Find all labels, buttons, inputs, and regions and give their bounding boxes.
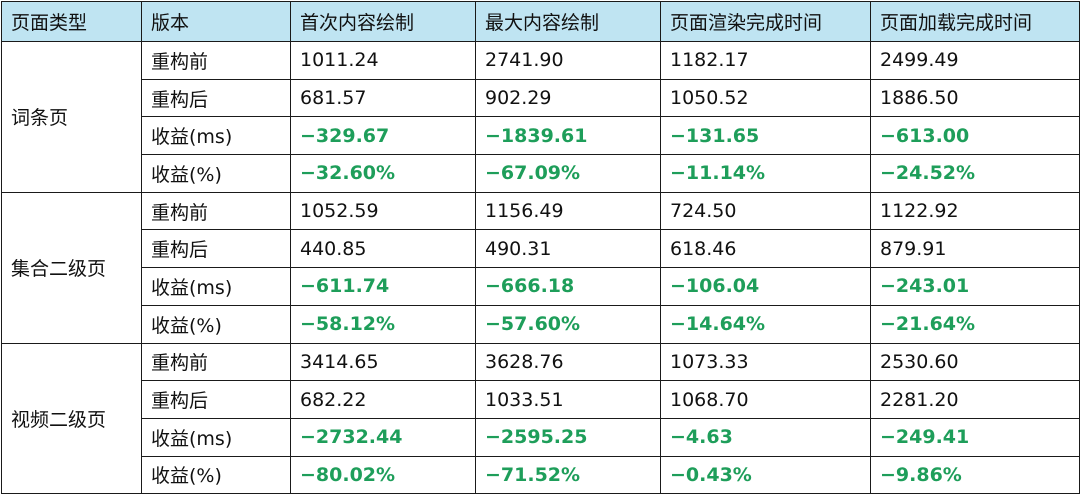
table-row: 收益(ms) −2732.44 −2595.25 −4.63 −249.41 bbox=[2, 417, 1080, 457]
table-row: 集合二级页 重构前 1052.59 1156.49 724.50 1122.92 bbox=[1, 191, 1080, 344]
row-label: 收益(ms) bbox=[141, 417, 291, 457]
header-load-complete: 页面加载完成时间 bbox=[870, 1, 1080, 42]
cell-load: −9.86% bbox=[870, 455, 1080, 495]
table-row: 收益(%) −80.02% −71.52% −0.43% −9.86% bbox=[2, 455, 1080, 495]
cell-render: −14.64% bbox=[660, 304, 871, 344]
cell-render: −11.14% bbox=[660, 154, 871, 193]
cell-fcp: −58.12% bbox=[290, 304, 476, 344]
table-row: 词条页 重构前 1011.24 2741.90 1182.17 2499.49 bbox=[1, 41, 1080, 193]
table-row: 重构后 440.85 490.31 618.46 879.91 bbox=[2, 229, 1080, 269]
table-row: 收益(%) −58.12% −57.60% −14.64% −21.64% bbox=[2, 304, 1080, 344]
cell-fcp: −80.02% bbox=[290, 455, 476, 495]
cell-load: −24.52% bbox=[870, 154, 1080, 193]
cell-render: −4.63 bbox=[660, 417, 871, 457]
cell-lcp: 3628.76 bbox=[475, 342, 661, 382]
header-row: 页面类型 版本 首次内容绘制 最大内容绘制 页面渲染完成时间 页面加载完成时间 bbox=[1, 1, 1080, 42]
table-row: 重构后 681.57 902.29 1050.52 1886.50 bbox=[2, 78, 1080, 118]
group-label: 视频二级页 bbox=[1, 342, 142, 495]
row-label: 收益(%) bbox=[141, 304, 291, 344]
cell-lcp: −2595.25 bbox=[475, 417, 661, 457]
row-label: 重构前 bbox=[141, 41, 291, 80]
cell-render: 1182.17 bbox=[660, 41, 871, 80]
cell-fcp: 1011.24 bbox=[290, 41, 476, 80]
cell-load: 1122.92 bbox=[870, 191, 1080, 231]
cell-lcp: −57.60% bbox=[475, 304, 661, 344]
row-label: 收益(%) bbox=[141, 154, 291, 193]
cell-render: 724.50 bbox=[660, 191, 871, 231]
cell-load: −243.01 bbox=[870, 267, 1080, 306]
cell-fcp: 3414.65 bbox=[290, 342, 476, 382]
cell-render: −0.43% bbox=[660, 455, 871, 495]
group-label: 词条页 bbox=[1, 41, 142, 193]
cell-lcp: −67.09% bbox=[475, 154, 661, 193]
cell-load: −249.41 bbox=[870, 417, 1080, 457]
table-row: 重构后 682.22 1033.51 1068.70 2281.20 bbox=[2, 380, 1080, 419]
table-row: 视频二级页 重构前 3414.65 3628.76 1073.33 2530.6… bbox=[1, 342, 1080, 495]
cell-load: 1886.50 bbox=[870, 78, 1080, 118]
header-lcp: 最大内容绘制 bbox=[475, 1, 661, 42]
cell-lcp: 1156.49 bbox=[475, 191, 661, 231]
row-label: 收益(ms) bbox=[141, 267, 291, 306]
row-label: 收益(ms) bbox=[141, 116, 291, 156]
cell-load: 879.91 bbox=[870, 229, 1080, 269]
cell-load: 2530.60 bbox=[870, 342, 1080, 382]
table-row: 收益(ms) −329.67 −1839.61 −131.65 −613.00 bbox=[2, 116, 1080, 156]
cell-load: −21.64% bbox=[870, 304, 1080, 344]
cell-lcp: 1033.51 bbox=[475, 380, 661, 419]
cell-render: 1068.70 bbox=[660, 380, 871, 419]
cell-fcp: −2732.44 bbox=[290, 417, 476, 457]
row-label: 重构前 bbox=[141, 191, 291, 231]
cell-render: 1050.52 bbox=[660, 78, 871, 118]
row-label: 收益(%) bbox=[141, 455, 291, 495]
cell-fcp: 682.22 bbox=[290, 380, 476, 419]
header-version: 版本 bbox=[141, 1, 291, 42]
row-label: 重构后 bbox=[141, 229, 291, 269]
cell-render: −131.65 bbox=[660, 116, 871, 156]
header-fcp: 首次内容绘制 bbox=[290, 1, 476, 42]
cell-render: 618.46 bbox=[660, 229, 871, 269]
cell-load: 2281.20 bbox=[870, 380, 1080, 419]
cell-load: 2499.49 bbox=[870, 41, 1080, 80]
header-page-type: 页面类型 bbox=[1, 1, 142, 42]
cell-lcp: −666.18 bbox=[475, 267, 661, 306]
cell-fcp: 1052.59 bbox=[290, 191, 476, 231]
table-row: 收益(ms) −611.74 −666.18 −106.04 −243.01 bbox=[2, 267, 1080, 306]
cell-fcp: 681.57 bbox=[290, 78, 476, 118]
row-label: 重构后 bbox=[141, 78, 291, 118]
cell-lcp: 490.31 bbox=[475, 229, 661, 269]
cell-load: −613.00 bbox=[870, 116, 1080, 156]
cell-fcp: 440.85 bbox=[290, 229, 476, 269]
cell-lcp: −1839.61 bbox=[475, 116, 661, 156]
cell-fcp: −329.67 bbox=[290, 116, 476, 156]
cell-lcp: 902.29 bbox=[475, 78, 661, 118]
cell-fcp: −32.60% bbox=[290, 154, 476, 193]
cell-render: 1073.33 bbox=[660, 342, 871, 382]
table-row: 收益(%) −32.60% −67.09% −11.14% −24.52% bbox=[2, 154, 1080, 193]
group-label: 集合二级页 bbox=[1, 191, 142, 344]
cell-lcp: 2741.90 bbox=[475, 41, 661, 80]
row-label: 重构后 bbox=[141, 380, 291, 419]
header-render-complete: 页面渲染完成时间 bbox=[660, 1, 871, 42]
cell-lcp: −71.52% bbox=[475, 455, 661, 495]
cell-fcp: −611.74 bbox=[290, 267, 476, 306]
cell-render: −106.04 bbox=[660, 267, 871, 306]
row-label: 重构前 bbox=[141, 342, 291, 382]
